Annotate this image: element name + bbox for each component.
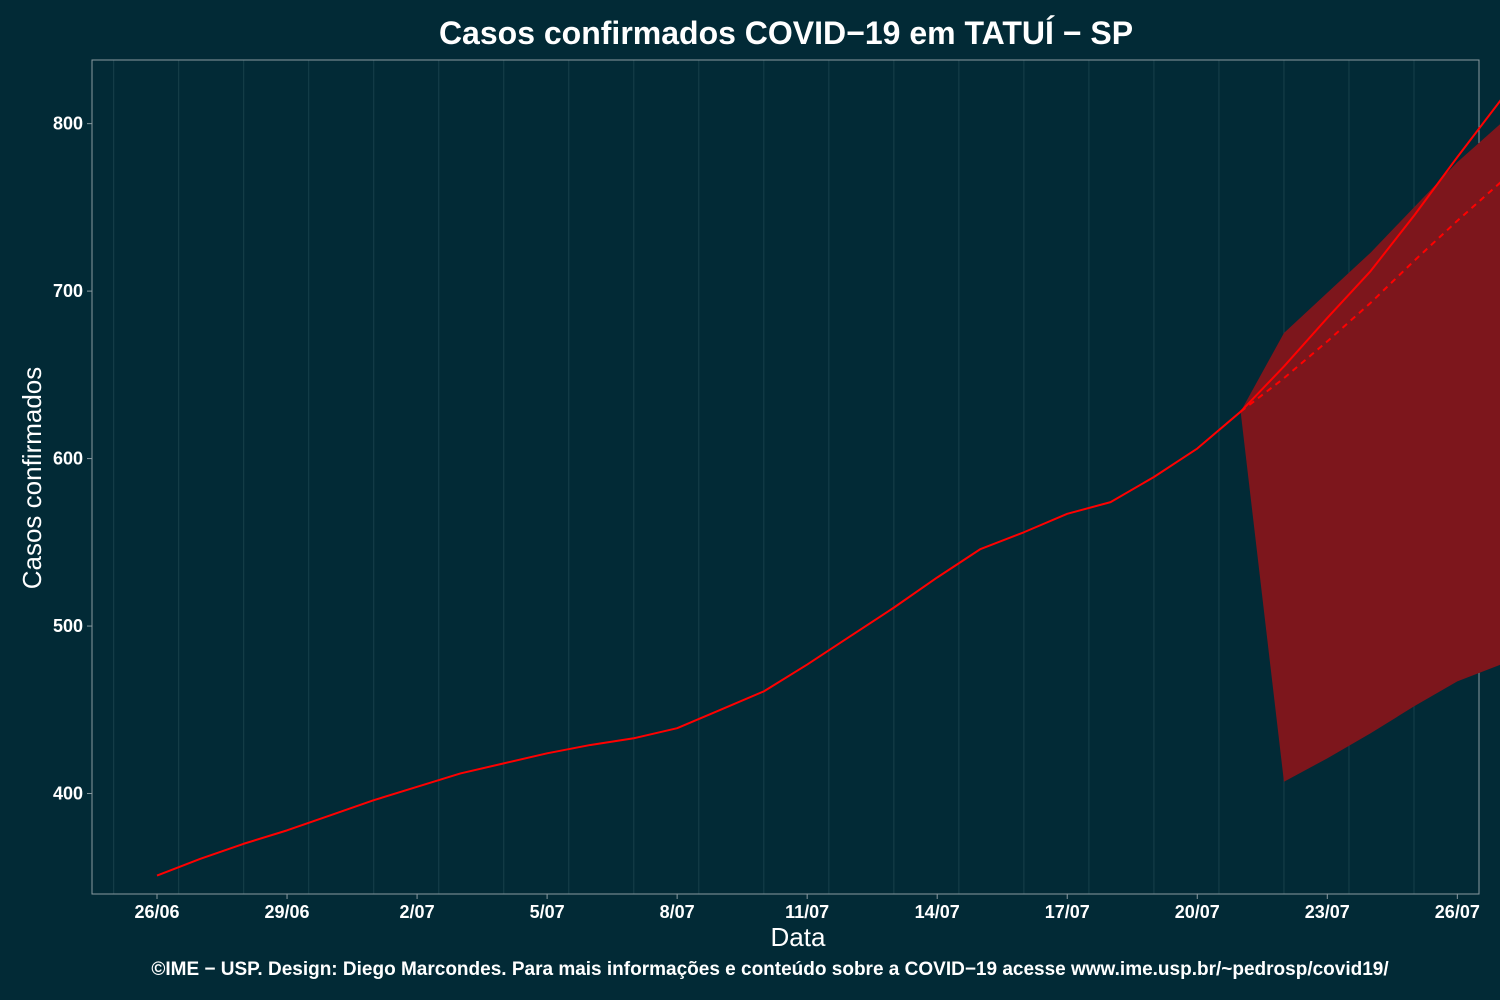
series-line-2 (1239, 181, 1500, 413)
chart-title: Casos confirmados COVID−19 em TATUÍ − SP (439, 15, 1133, 51)
x-tick-label: 8/07 (660, 902, 695, 922)
series-lines-layer (156, 99, 1500, 877)
x-tick-label: 26/07 (1435, 902, 1480, 922)
y-tick-label: 700 (53, 281, 83, 301)
y-tick-label: 400 (53, 784, 83, 804)
forecast-band-layer (1240, 124, 1500, 782)
x-tick-label: 5/07 (530, 902, 565, 922)
y-tick-label: 800 (53, 114, 83, 134)
x-tick-label: 20/07 (1175, 902, 1220, 922)
y-tick-label: 500 (53, 616, 83, 636)
y-tick-label: 600 (53, 449, 83, 469)
x-tick-label: 29/06 (265, 902, 310, 922)
y-axis-ticks: 400 500 600 700 800 (53, 114, 92, 804)
x-axis-label: Data (771, 922, 826, 952)
x-tick-label: 14/07 (915, 902, 960, 922)
series-line-1 (1239, 99, 1500, 413)
series-line-0 (156, 410, 1242, 877)
x-axis-ticks: 26/06 29/06 2/07 5/07 8/07 11/07 14/07 17/07 20/… (134, 894, 1480, 922)
x-tick-label: 11/07 (785, 902, 829, 922)
x-tick-label: 26/06 (134, 902, 179, 922)
x-tick-label: 23/07 (1305, 902, 1350, 922)
caption-credit: ©IME − USP. Design: Diego Marcondes. Par… (151, 959, 1389, 980)
x-tick-label: 17/07 (1045, 902, 1090, 922)
x-tick-label: 2/07 (400, 902, 435, 922)
y-axis-label: Casos confirmados (17, 367, 47, 590)
forecast-band (1240, 124, 1500, 782)
